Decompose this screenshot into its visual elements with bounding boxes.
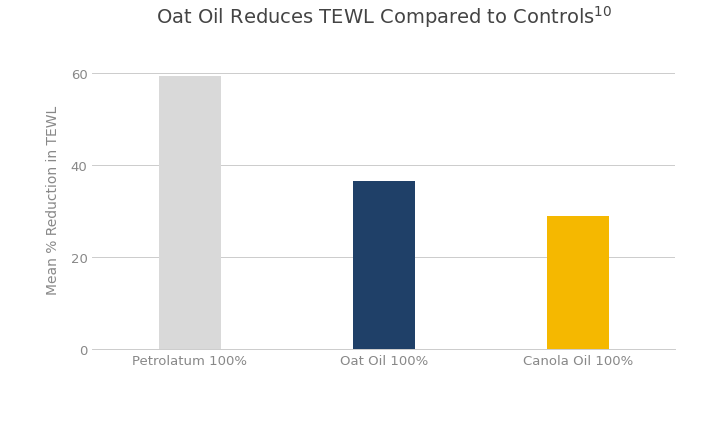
Bar [547, 216, 609, 349]
Y-axis label: Mean % Reduction in TEWL: Mean % Reduction in TEWL [46, 106, 60, 295]
Bar [353, 182, 415, 349]
Title: Oat Oil Reduces TEWL Compared to Controls$^{10}$: Oat Oil Reduces TEWL Compared to Control… [156, 4, 612, 29]
Bar [159, 76, 220, 349]
